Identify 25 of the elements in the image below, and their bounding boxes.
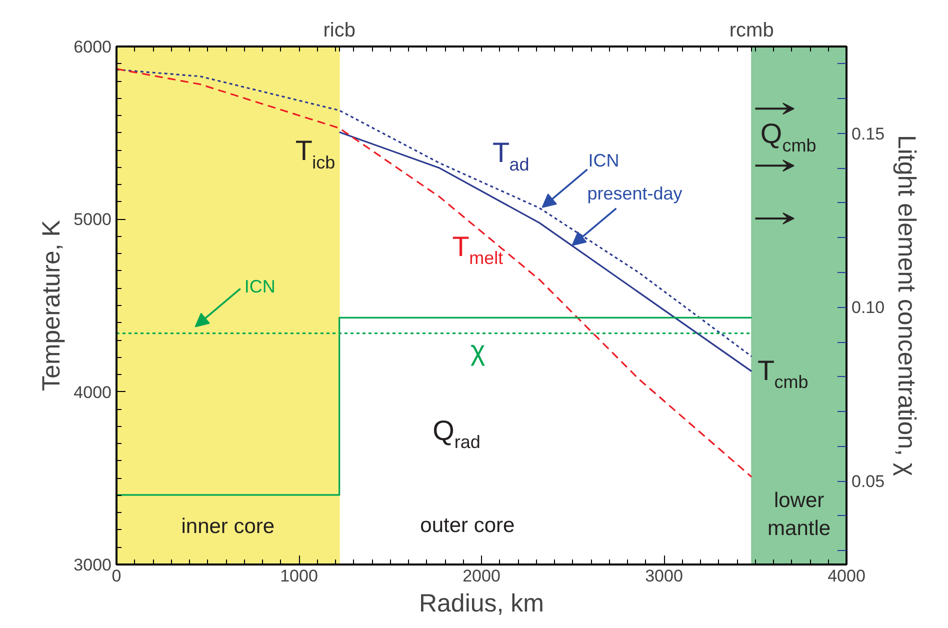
x-tick-label: 3000 xyxy=(645,566,683,586)
x-tick-label: 0 xyxy=(112,566,122,586)
annotation: χ xyxy=(470,335,486,366)
y2-tick-label: 0.10 xyxy=(852,298,885,318)
x-tick-label: 4000 xyxy=(828,566,866,586)
x-tick-label: 2000 xyxy=(462,566,500,586)
annotation: ICN xyxy=(244,276,276,297)
y2-tick-label: 0.05 xyxy=(852,472,885,492)
x-axis-title: Radius, km xyxy=(418,590,544,618)
y-axis-title: Temperature, K xyxy=(38,220,66,391)
annotation: outer core xyxy=(420,514,515,538)
ref-line-label: ricb xyxy=(323,20,356,42)
x-tick-label: 1000 xyxy=(280,566,318,586)
y-tick-label: 4000 xyxy=(74,382,112,402)
y-tick-label: 5000 xyxy=(74,210,112,230)
y2-tick-label: 0.15 xyxy=(852,124,885,144)
line-series xyxy=(116,68,752,478)
annotation: present-day xyxy=(587,183,682,204)
y2-axis-title: Litght element concentration, χ xyxy=(892,134,921,476)
y-tick-label: 6000 xyxy=(74,38,112,56)
ref-line-label: rcmb xyxy=(729,20,774,42)
annotation: ICN xyxy=(588,150,620,170)
band-label: inner core xyxy=(181,515,275,538)
band-label: lower mantle xyxy=(768,489,831,540)
line-series xyxy=(338,131,752,372)
